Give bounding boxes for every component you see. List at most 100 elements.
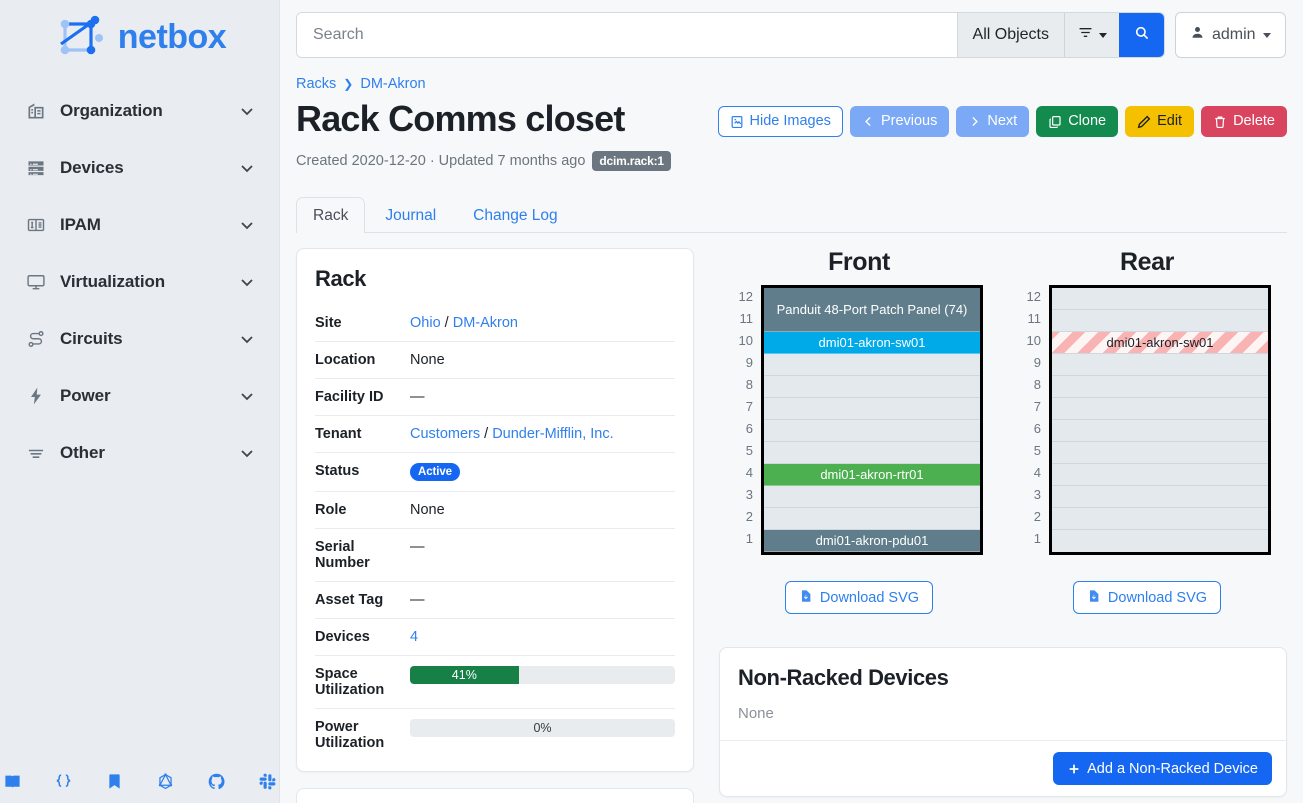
rack-device-pdu01[interactable]: dmi01-akron-pdu01 [764, 530, 980, 553]
github-icon[interactable] [207, 772, 226, 791]
unit-number: 10 [1026, 332, 1041, 348]
rack-unit-empty[interactable] [764, 486, 980, 509]
previous-button[interactable]: Previous [849, 106, 950, 137]
add-non-racked-device-button[interactable]: Add a Non-Racked Device [1053, 752, 1272, 786]
rack-unit-empty[interactable] [1052, 442, 1268, 465]
sidebar-item-virtualization[interactable]: Virtualization [0, 253, 279, 310]
object-type-badge: dcim.rack:1 [592, 151, 671, 172]
unit-number: 8 [745, 376, 753, 392]
rack-unit-empty[interactable] [764, 420, 980, 443]
circuits-icon [26, 329, 46, 349]
hide-images-button[interactable]: Hide Images [717, 106, 843, 137]
devices-count-link[interactable]: 4 [410, 629, 419, 646]
rack-unit-empty[interactable] [764, 508, 980, 531]
sidebar-item-ipam[interactable]: IPAM [0, 196, 279, 253]
rack-unit-empty[interactable] [1052, 398, 1268, 421]
unit-number: 4 [745, 464, 753, 480]
download-svg-label: Download SVG [1107, 589, 1208, 606]
unit-number: 2 [745, 508, 753, 524]
chevron-down-icon [1262, 32, 1271, 38]
rack-unit-empty[interactable] [1052, 376, 1268, 399]
main-content: All Objects [280, 0, 1303, 803]
row-label: Status [315, 452, 410, 492]
sidebar-item-circuits[interactable]: Circuits [0, 310, 279, 367]
tenant-link[interactable]: Dunder-Mifflin, Inc. [492, 426, 614, 443]
tab-change-log[interactable]: Change Log [473, 207, 558, 225]
rack-device-rtr01[interactable]: dmi01-akron-rtr01 [764, 464, 980, 487]
sidebar-item-devices[interactable]: Devices [0, 139, 279, 196]
chevron-down-icon [239, 274, 255, 290]
chevron-down-icon [239, 103, 255, 119]
row-value-devices: 4 [410, 618, 675, 656]
rack-unit-empty[interactable] [1052, 464, 1268, 487]
space-utilization-value: 41% [451, 668, 477, 683]
sidebar-item-power[interactable]: Power [0, 367, 279, 424]
download-svg-rear-button[interactable]: Download SVG [1072, 581, 1222, 615]
rack-device-sw01[interactable]: dmi01-akron-sw01 [764, 332, 980, 355]
row-label: Asset Tag [315, 581, 410, 619]
search-submit-button[interactable] [1119, 13, 1164, 57]
rack-unit-empty[interactable] [1052, 530, 1268, 553]
organization-icon [26, 101, 46, 121]
site-group-link[interactable]: Ohio [410, 315, 441, 332]
unit-number: 3 [1033, 486, 1041, 502]
sidebar-item-label: Virtualization [60, 271, 166, 291]
rack-unit-empty[interactable] [1052, 288, 1268, 311]
unit-number: 11 [1027, 310, 1042, 326]
sidebar-item-label: Circuits [60, 328, 123, 348]
breadcrumb-item-racks[interactable]: Racks [296, 76, 337, 92]
download-svg-front-button[interactable]: Download SVG [784, 581, 934, 615]
rack-unit-empty[interactable] [764, 376, 980, 399]
rack-unit-empty[interactable] [764, 354, 980, 377]
rack-unit-empty[interactable] [764, 398, 980, 421]
copy-icon [1048, 115, 1062, 129]
rack-device-patch-panel[interactable]: Panduit 48-Port Patch Panel (74) [764, 288, 980, 333]
edit-button[interactable]: Edit [1125, 106, 1195, 137]
rear-elevation-title: Rear [1120, 248, 1174, 277]
rack-unit-empty[interactable] [1052, 310, 1268, 333]
rack-unit-empty[interactable] [1052, 354, 1268, 377]
tab-journal[interactable]: Journal [385, 207, 437, 225]
graphql-icon[interactable] [156, 772, 175, 791]
table-row: Space Utilization 41% [315, 655, 675, 709]
breadcrumb-item-site[interactable]: DM-Akron [360, 76, 426, 92]
unit-number: 2 [1033, 508, 1041, 524]
slack-icon[interactable] [258, 772, 277, 791]
chevron-down-icon [239, 217, 255, 233]
table-row: Power Utilization 0% [315, 708, 675, 762]
rack-unit-empty[interactable] [764, 442, 980, 465]
separator: / [444, 315, 453, 332]
rack-unit-empty[interactable] [1052, 420, 1268, 443]
row-label: Devices [315, 618, 410, 656]
tenant-group-link[interactable]: Customers [410, 426, 481, 443]
rack-device-sw01-rear[interactable]: dmi01-akron-sw01 [1052, 332, 1268, 355]
search-filter-dropdown[interactable] [1064, 13, 1119, 57]
next-button[interactable]: Next [956, 106, 1030, 137]
row-value-location: None [410, 341, 675, 379]
sidebar-item-other[interactable]: Other [0, 424, 279, 481]
api-braces-icon[interactable] [54, 772, 73, 791]
clone-button[interactable]: Clone [1036, 106, 1119, 137]
search-scope-selector[interactable]: All Objects [956, 13, 1064, 57]
edit-label: Edit [1157, 113, 1183, 130]
brand-logo[interactable]: netbox [0, 0, 279, 78]
row-value-asset-tag: — [410, 581, 675, 619]
tab-rack[interactable]: Rack [296, 197, 366, 234]
rear-rack-box: dmi01-akron-sw01 [1049, 285, 1271, 556]
delete-button[interactable]: Delete [1201, 106, 1287, 137]
topbar: All Objects [280, 0, 1303, 58]
search-group: All Objects [296, 12, 1165, 58]
rack-unit-empty[interactable] [1052, 508, 1268, 531]
site-link[interactable]: DM-Akron [452, 315, 518, 332]
search-input[interactable] [297, 13, 957, 57]
hide-images-label: Hide Images [749, 113, 831, 130]
sidebar-item-organization[interactable]: Organization [0, 82, 279, 139]
user-menu-button[interactable]: admin [1175, 12, 1286, 58]
bookmark-icon[interactable] [105, 772, 124, 791]
row-value-facility-id: — [410, 378, 675, 416]
object-action-buttons: Hide Images Previous Next [717, 98, 1287, 137]
front-rack-box: Panduit 48-Port Patch Panel (74) dmi01-a… [761, 285, 983, 556]
rack-unit-empty[interactable] [1052, 486, 1268, 509]
docs-book-icon[interactable] [3, 772, 22, 791]
delete-label: Delete [1233, 113, 1275, 130]
